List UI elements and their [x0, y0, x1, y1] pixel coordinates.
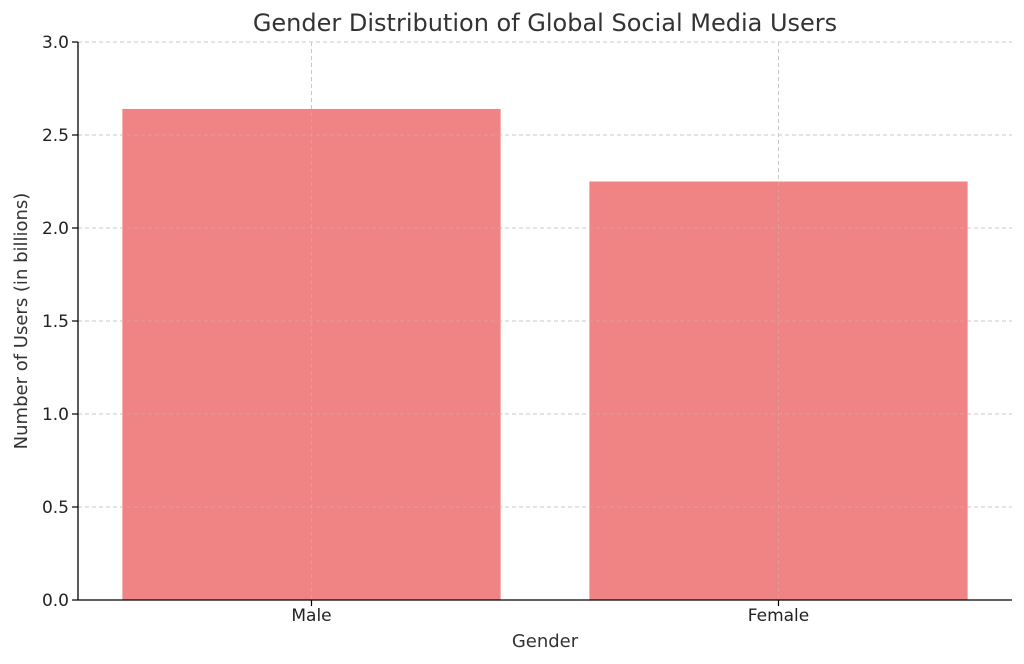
y-tick-label: 2.5: [42, 126, 69, 146]
bars: [122, 108, 968, 601]
y-tick-label: 0.0: [42, 591, 69, 611]
x-axis-title: Gender: [512, 631, 579, 652]
x-ticks: Male Female: [291, 600, 809, 626]
y-tick-label: 1.5: [42, 312, 69, 332]
y-tick-label: 1.0: [42, 405, 69, 425]
y-axis-title: Number of Users (in billions): [11, 193, 32, 450]
x-tick-label: Female: [748, 606, 809, 626]
bar-male: [122, 108, 501, 601]
y-tick-label: 3.0: [42, 33, 69, 53]
grid-overlay: [78, 41, 1012, 600]
bar-female: [589, 181, 968, 600]
y-tick-label: 2.0: [42, 219, 69, 239]
chart-title: Gender Distribution of Global Social Med…: [253, 9, 837, 37]
y-tick-label: 0.5: [42, 498, 69, 518]
y-ticks: 0.0 0.5 1.0 1.5 2.0 2.5 3.0: [42, 33, 78, 611]
x-tick-label: Male: [291, 606, 331, 626]
